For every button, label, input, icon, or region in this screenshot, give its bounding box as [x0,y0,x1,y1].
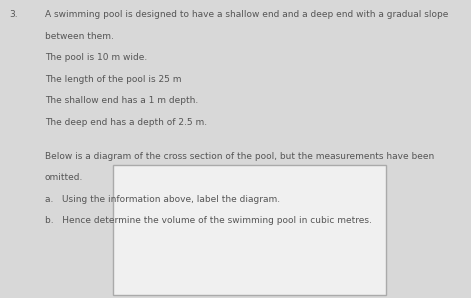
Text: 3.: 3. [9,10,18,19]
Text: b.   Hence determine the volume of the swimming pool in cubic metres.: b. Hence determine the volume of the swi… [45,216,372,225]
Text: Below is a diagram of the cross section of the pool, but the measurements have b: Below is a diagram of the cross section … [45,152,434,161]
Text: The deep end has a depth of 2.5 m.: The deep end has a depth of 2.5 m. [45,118,207,127]
Text: The length of the pool is 25 m: The length of the pool is 25 m [45,75,181,84]
Text: omitted.: omitted. [45,173,83,182]
Text: The shallow end has a 1 m depth.: The shallow end has a 1 m depth. [45,96,198,105]
Bar [113,165,386,295]
Text: A swimming pool is designed to have a shallow end and a deep end with a gradual : A swimming pool is designed to have a sh… [45,10,448,19]
Text: a.   Using the information above, label the diagram.: a. Using the information above, label th… [45,195,280,204]
Text: between them.: between them. [45,32,114,41]
Text: The pool is 10 m wide.: The pool is 10 m wide. [45,53,147,62]
